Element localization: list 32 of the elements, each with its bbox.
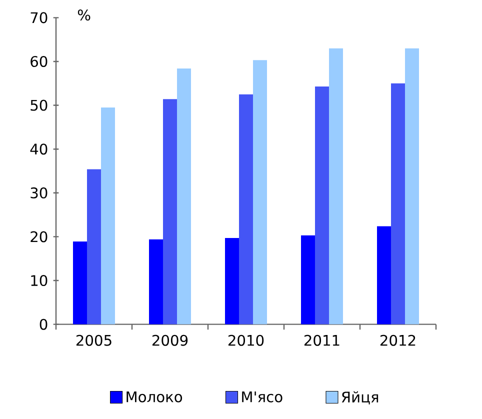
bar [163, 99, 177, 324]
x-tick-label: 2005 [76, 334, 112, 346]
bar [253, 60, 267, 324]
bar [239, 94, 253, 324]
bar [225, 238, 239, 324]
bar [377, 226, 391, 324]
legend-label: Молоко [126, 391, 182, 402]
bar [149, 239, 163, 324]
y-tick-label: 0 [40, 318, 48, 330]
x-tick-label: 2009 [152, 334, 188, 346]
bar [391, 83, 405, 324]
x-tick-label: 2010 [228, 334, 264, 346]
bar [87, 169, 101, 324]
x-tick-label: 2012 [380, 334, 416, 346]
y-tick-label: 40 [30, 144, 48, 155]
bar [73, 242, 87, 324]
y-axis-title: % [78, 9, 90, 21]
bar [405, 48, 419, 324]
y-tick-label: 20 [30, 231, 48, 242]
legend-label: М'ясо [242, 391, 282, 402]
x-tick-label: 2011 [304, 334, 340, 346]
legend-label: Яйця [342, 391, 378, 404]
y-tick-label: 50 [30, 100, 48, 111]
bar [177, 68, 191, 324]
bar [101, 107, 115, 324]
y-tick-label: 10 [31, 275, 48, 286]
y-tick-label: 30 [30, 187, 48, 198]
y-tick-label: 60 [30, 56, 48, 67]
y-tick-label: 70 [30, 12, 48, 24]
bar [329, 48, 343, 324]
bar [301, 235, 315, 324]
bar [315, 86, 329, 324]
